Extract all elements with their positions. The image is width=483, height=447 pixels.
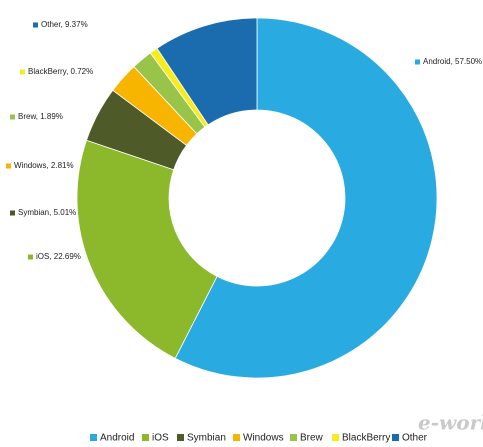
data-label: Other, 9.37% (41, 20, 88, 29)
legend-swatch (332, 434, 339, 441)
legend-swatch (233, 434, 240, 441)
donut-slice (156, 17, 258, 126)
legend-label: Other (402, 433, 428, 444)
legend-label: Android (100, 433, 134, 444)
legend-label: iOS (152, 433, 169, 444)
watermark: e-works (418, 411, 483, 435)
data-label: iOS, 22.69% (36, 252, 81, 261)
data-label: Brew, 1.89% (18, 112, 63, 121)
data-label: Windows, 2.81% (14, 161, 74, 170)
legend-swatch (177, 434, 184, 441)
donut-slice (174, 17, 438, 379)
donut-slice (76, 139, 218, 359)
legend-swatch (290, 434, 297, 441)
legend-label: Windows (243, 433, 284, 444)
label-swatch (10, 114, 15, 120)
label-swatch (20, 69, 25, 75)
legend-label: BlackBerry (342, 433, 390, 444)
data-label: BlackBerry, 0.72% (28, 67, 93, 76)
legend-swatch (90, 434, 97, 441)
label-swatch (28, 254, 33, 260)
label-swatch (415, 59, 420, 65)
label-swatch (6, 163, 11, 169)
data-label: Symbian, 5.01% (18, 208, 76, 217)
legend-label: Symbian (187, 433, 226, 444)
data-label: Android, 57.50% (423, 57, 482, 66)
legend-swatch (142, 434, 149, 441)
label-swatch (33, 22, 38, 28)
legend-swatch (392, 434, 399, 441)
legend-label: Brew (300, 433, 324, 444)
label-swatch (10, 210, 15, 216)
legend: Android iOS Symbian Windows Brew BlackBerry Ot… (90, 433, 428, 444)
